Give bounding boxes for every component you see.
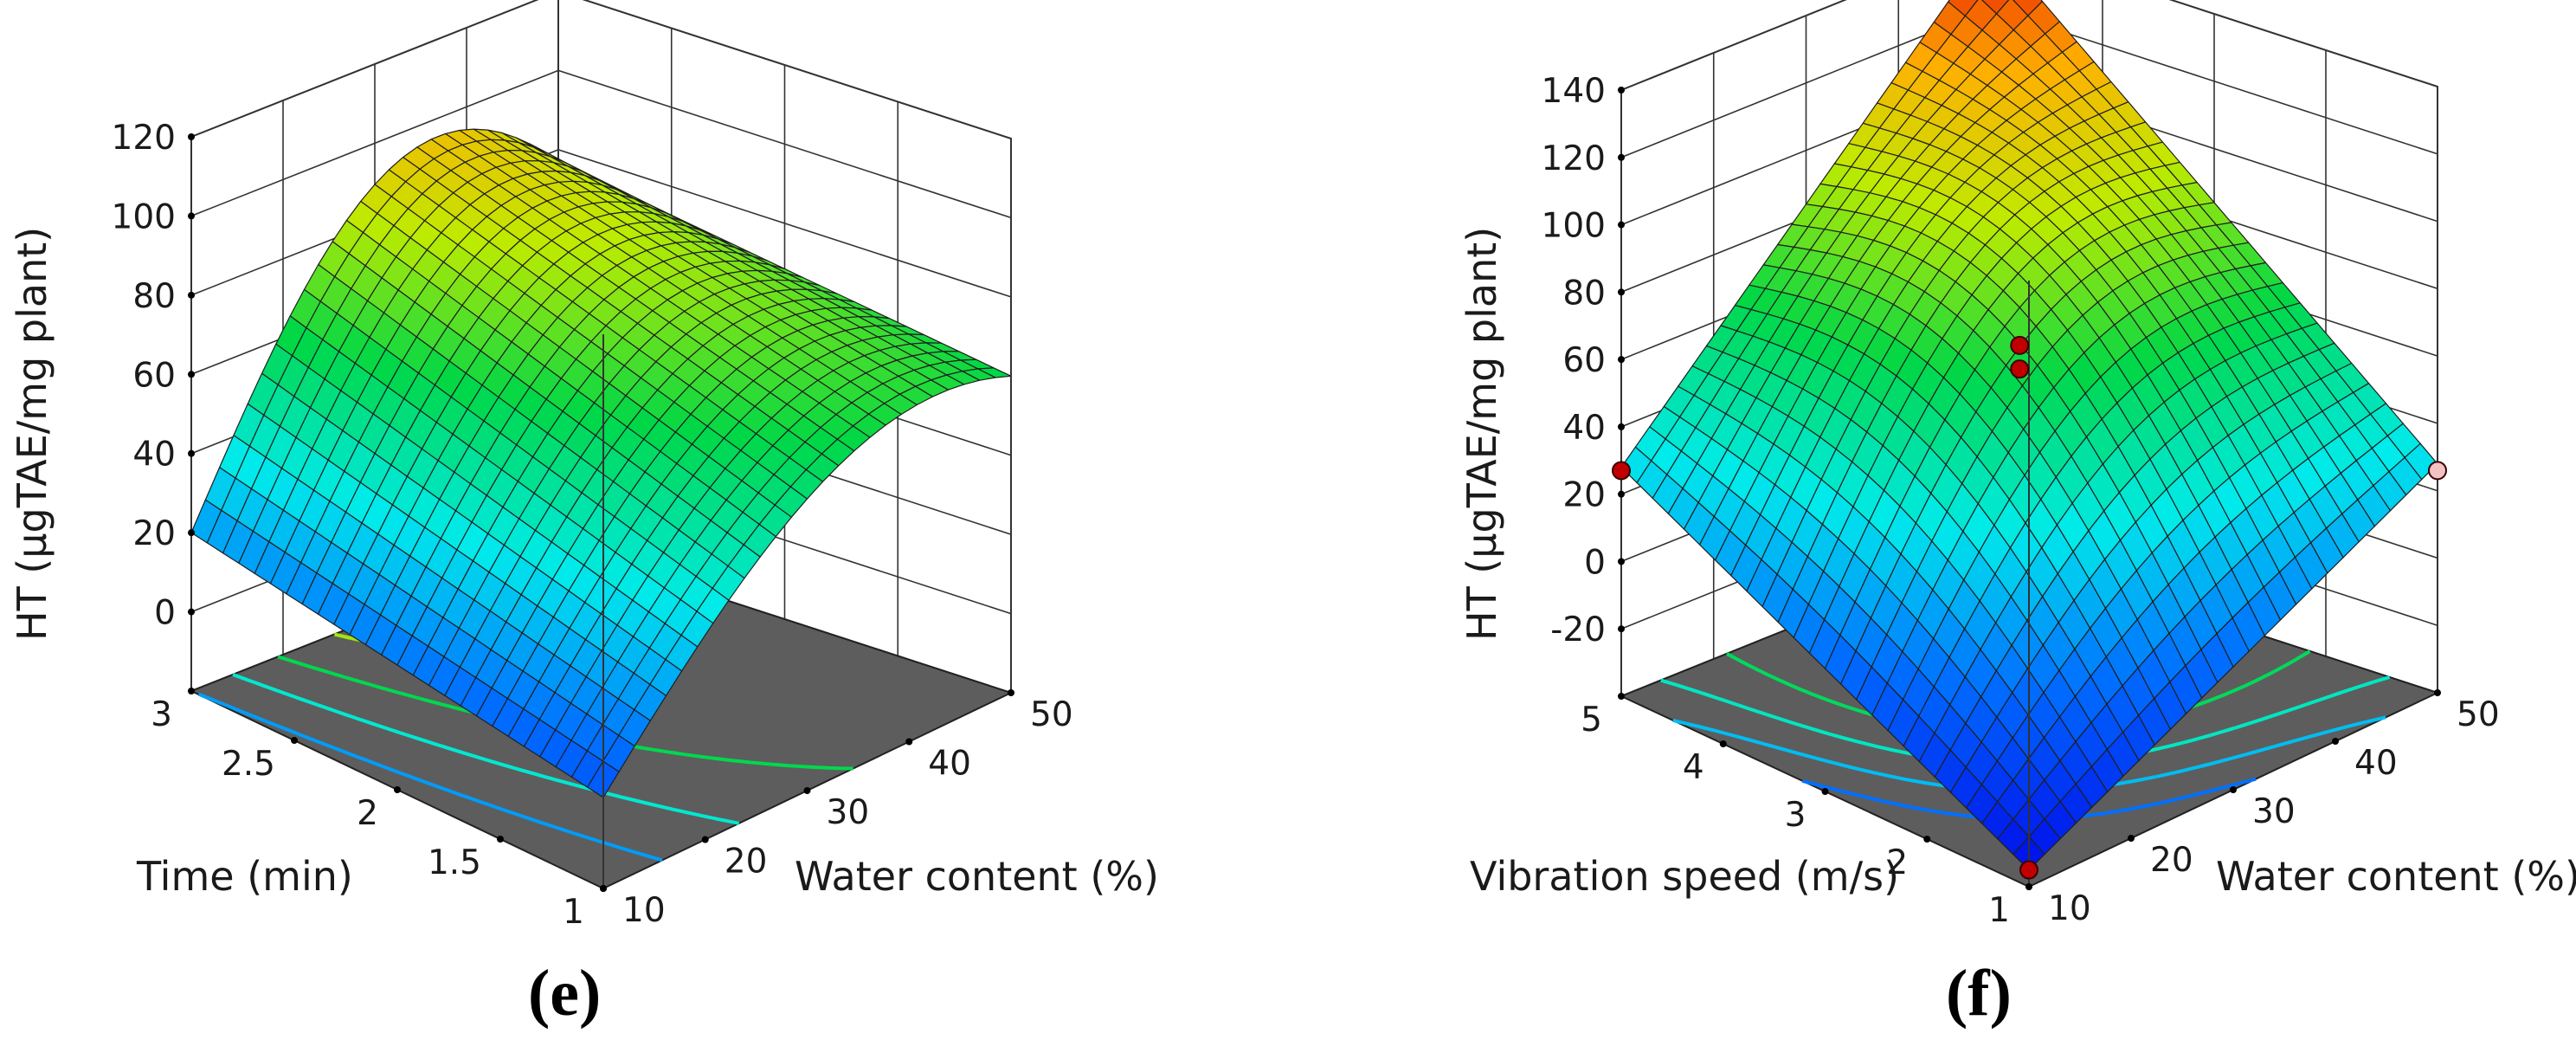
z-tick-mark [188, 212, 195, 220]
response-surface-e [190, 128, 1012, 798]
x-tick-mark [2230, 786, 2237, 793]
z-tick-label: 0 [154, 594, 176, 633]
z-tick-mark [1618, 490, 1625, 498]
z-tick-label: 140 [1542, 72, 1606, 111]
z-tick-mark [188, 291, 195, 299]
y-tick-label: 2.5 [222, 745, 275, 784]
design-point [2010, 335, 2030, 355]
y-tick-label: 1 [1988, 891, 2010, 930]
z-axis-label-e: HT (µgTAE/mg plant) [9, 227, 55, 641]
x-tick-mark [2128, 835, 2135, 842]
y-tick-label: 1 [563, 893, 584, 932]
x-tick-label: 10 [2048, 889, 2091, 928]
z-tick-label: 80 [1562, 274, 1606, 313]
x-axis-ticks-e: 10 20 30 40 50 [600, 689, 1073, 930]
surface-panel-f: -20 0 20 40 60 80 100 120 140 10 20 30 40 50 1 2 3 4 5 H… [1459, 0, 2576, 1030]
x-tick-mark [1008, 689, 1014, 696]
z-tick-label: 40 [1562, 409, 1606, 448]
wall-grid-line [1620, 0, 2438, 91]
y-tick-label: 3 [1785, 796, 1806, 835]
x-tick-mark [2434, 689, 2441, 696]
z-tick-mark [1618, 288, 1625, 296]
z-tick-mark [1618, 423, 1625, 430]
y-tick-mark [2025, 883, 2032, 890]
x-tick-label: 20 [2150, 841, 2193, 880]
design-points-f [1612, 335, 2447, 880]
design-point [2010, 359, 2030, 379]
z-tick-label: 100 [112, 197, 176, 236]
z-tick-mark [1618, 221, 1625, 229]
z-tick-label: 0 [1584, 543, 1606, 582]
y-tick-label: 5 [1581, 701, 1602, 740]
design-point [2428, 461, 2447, 481]
y-axis-label-e: Time (min) [136, 853, 353, 900]
x-tick-mark [701, 836, 709, 843]
y-tick-label: 2 [1886, 843, 1908, 882]
y-tick-mark [394, 786, 401, 793]
y-tick-mark [1923, 836, 1931, 843]
y-tick-mark [1719, 740, 1727, 747]
z-tick-label: 20 [132, 514, 176, 553]
z-tick-mark [188, 449, 195, 457]
z-tick-label: 60 [132, 356, 176, 395]
x-tick-mark [2332, 738, 2339, 745]
y-axis-ticks-e: 1 1.5 2 2.5 3 [151, 688, 607, 932]
x-tick-label: 50 [2457, 695, 2500, 734]
y-tick-label: 3 [151, 695, 172, 734]
z-axis-ticks-e: 0 20 40 60 80 100 120 [112, 119, 195, 633]
surface-panel-e: 0 20 40 60 80 100 120 10 20 30 40 50 1 1.5 2 2.5 3 HT … [9, 0, 1159, 1030]
z-axis-label-f: HT (µgTAE/mg plant) [1459, 227, 1505, 641]
x-tick-label: 10 [622, 891, 666, 930]
y-tick-mark [497, 836, 504, 843]
contour-line [197, 692, 663, 862]
design-point [1612, 461, 1631, 481]
y-tick-label: 4 [1683, 748, 1704, 787]
z-tick-mark [188, 608, 195, 616]
y-tick-label: 1.5 [428, 843, 481, 882]
panel-label-e: (e) [528, 957, 601, 1030]
z-axis-ticks-f: -20 0 20 40 60 80 100 120 140 [1542, 72, 1625, 649]
z-tick-mark [188, 133, 195, 140]
z-tick-mark [1618, 153, 1625, 161]
design-point [2019, 860, 2038, 880]
z-tick-label: 20 [1562, 476, 1606, 515]
y-axis-ticks-f: 1 2 3 4 5 [1581, 693, 2032, 930]
x-tick-label: 20 [724, 843, 768, 882]
x-tick-label: 40 [2354, 744, 2398, 783]
x-tick-mark [905, 738, 913, 746]
z-tick-mark [1618, 558, 1625, 565]
x-tick-label: 40 [928, 745, 971, 784]
z-tick-mark [1618, 625, 1625, 633]
z-tick-mark [1618, 356, 1625, 364]
front-box-edges-e [190, 137, 1012, 888]
y-tick-mark [188, 688, 195, 694]
z-tick-label: 40 [132, 436, 176, 475]
y-tick-mark [1821, 788, 1829, 795]
z-tick-mark [1618, 87, 1625, 94]
z-tick-mark [188, 371, 195, 378]
z-tick-label: 60 [1562, 341, 1606, 380]
z-tick-label: 120 [1542, 139, 1606, 178]
front-box-edges-f [1620, 87, 2438, 887]
z-tick-label: 80 [132, 277, 176, 316]
panel-label-f: (f) [1946, 957, 2012, 1030]
x-axis-ticks-f: 10 20 30 40 50 [2025, 689, 2500, 928]
x-axis-label-e: Water content (%) [795, 853, 1159, 900]
x-tick-mark [803, 787, 811, 794]
y-tick-label: 2 [357, 794, 378, 833]
z-tick-label: -20 [1550, 610, 1606, 649]
z-tick-mark [188, 529, 195, 537]
y-axis-label-f: Vibration speed (m/s) [1470, 853, 1899, 900]
x-tick-label: 30 [2252, 792, 2296, 831]
x-tick-label: 30 [827, 793, 870, 832]
y-tick-mark [600, 885, 607, 892]
x-axis-label-f: Water content (%) [2216, 853, 2576, 900]
z-tick-label: 120 [112, 119, 176, 158]
y-tick-mark [1618, 693, 1625, 700]
z-tick-label: 100 [1542, 207, 1606, 246]
wall-grid-line [190, 0, 1012, 139]
y-tick-mark [291, 737, 298, 744]
x-tick-label: 50 [1030, 695, 1073, 734]
